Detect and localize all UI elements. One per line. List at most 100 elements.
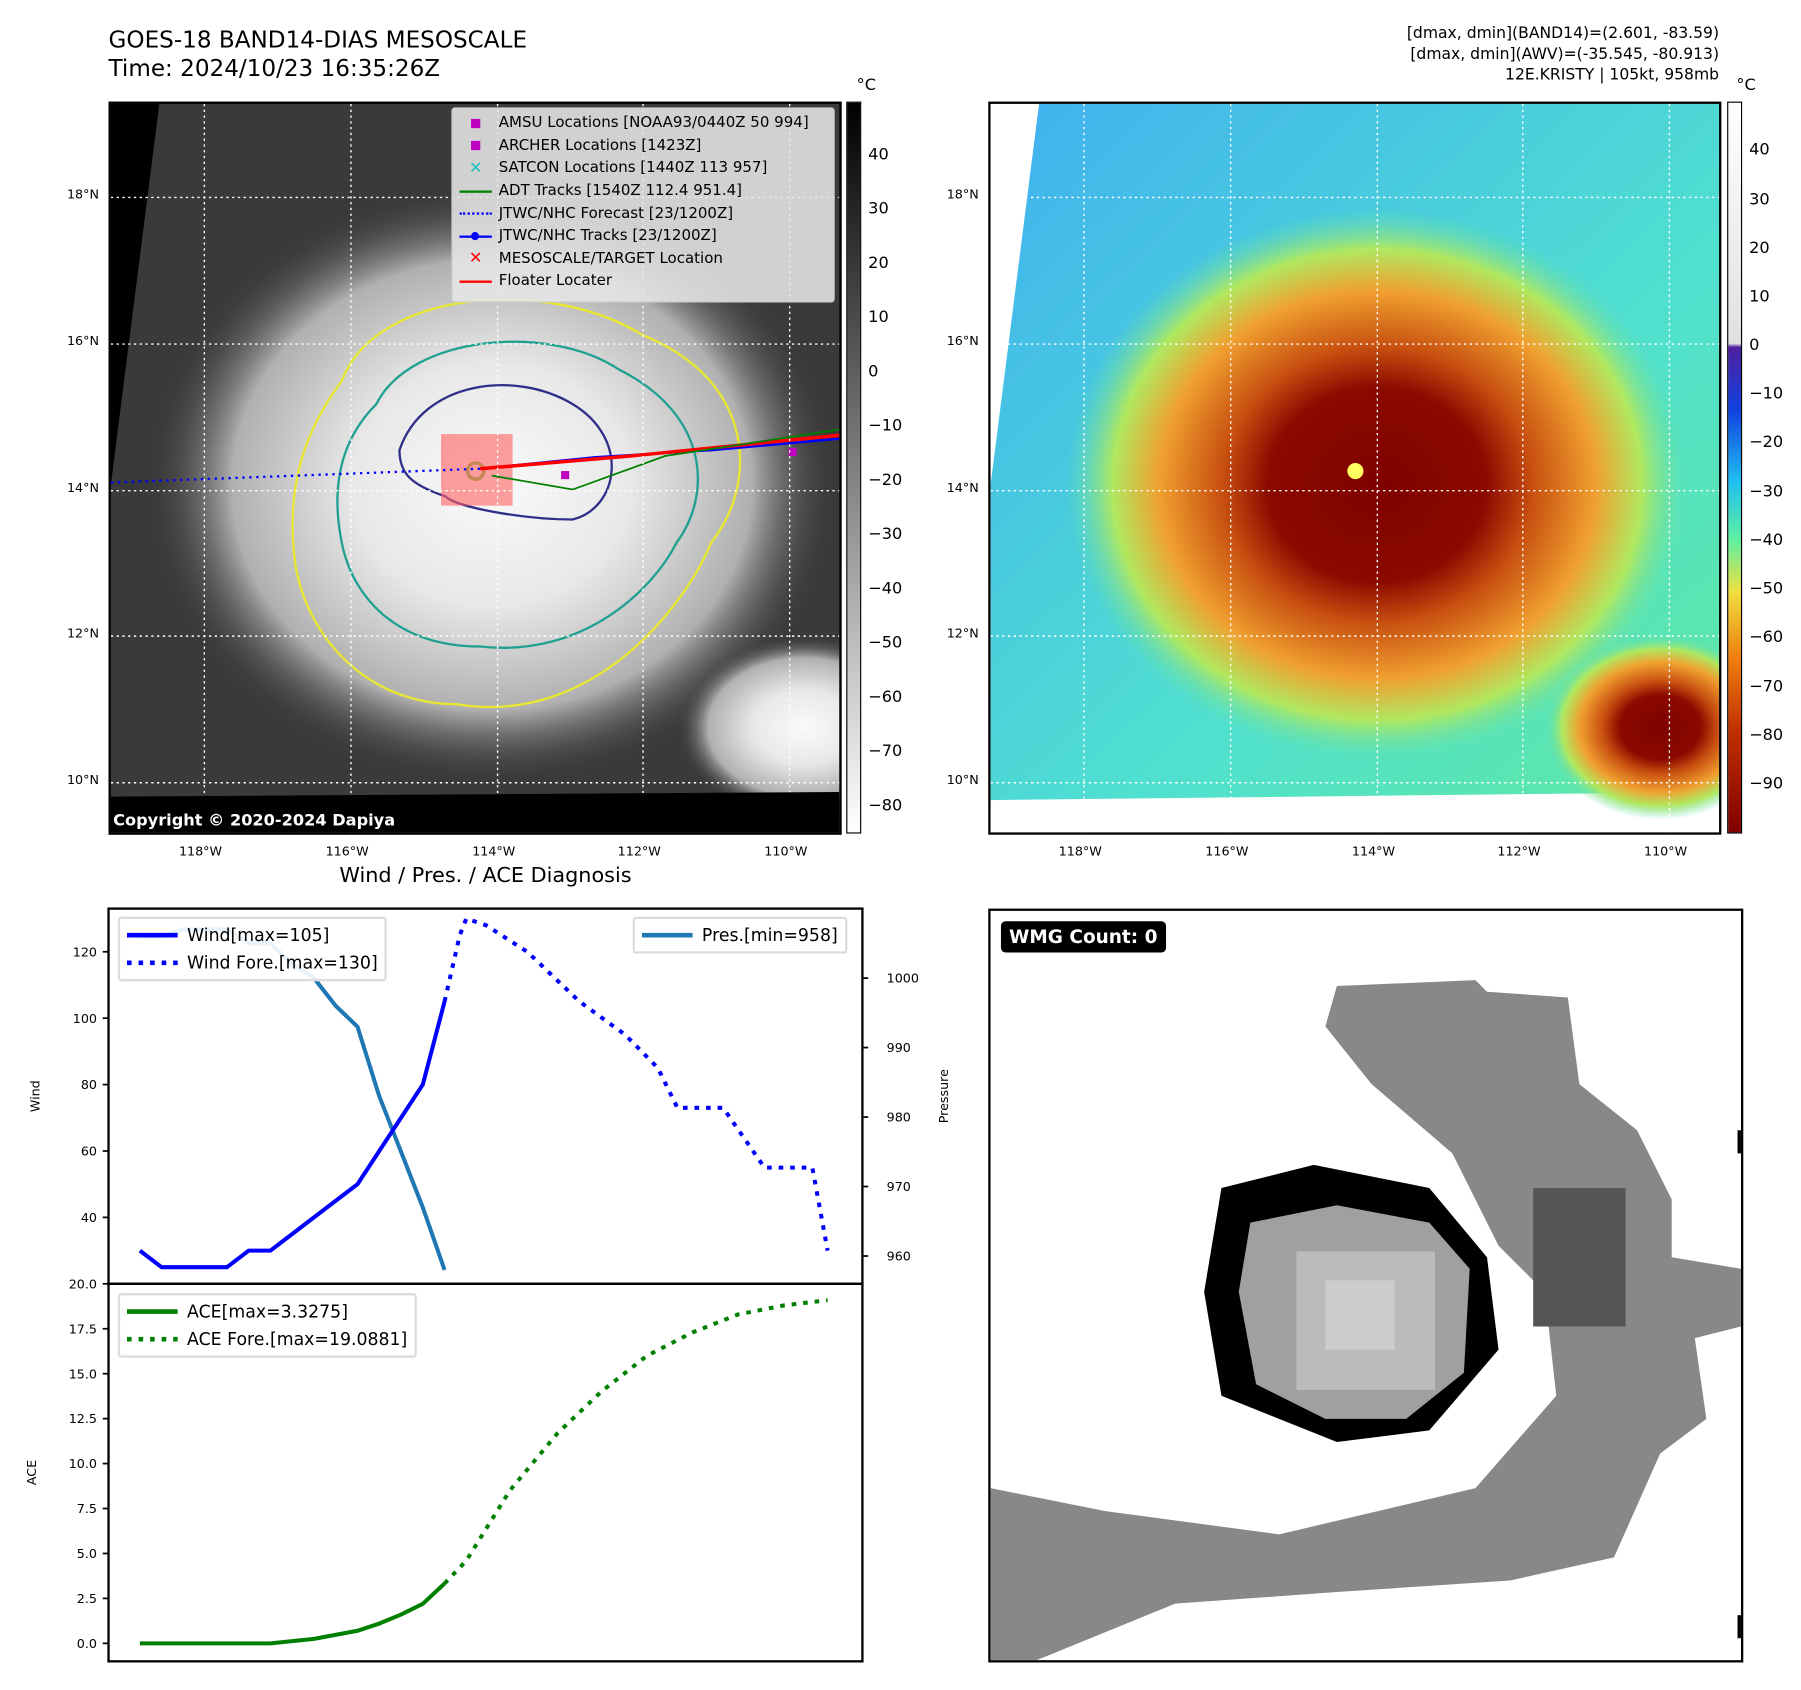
colorbar-tick-label: −30 bbox=[1749, 482, 1784, 502]
colorbar-tick-label: −20 bbox=[868, 471, 903, 490]
longitude-label: 114°W bbox=[472, 843, 516, 859]
legend-label: SATCON Locations [1440Z 113 957] bbox=[498, 159, 768, 178]
legend-item: JTWC/NHC Tracks [23/1200Z] bbox=[453, 225, 834, 248]
pressure-tick-label: 990 bbox=[887, 1040, 911, 1055]
colorbar-tick-label: −70 bbox=[868, 742, 903, 761]
colorbar-tick-label: 0 bbox=[868, 362, 879, 381]
latitude-label: 14°N bbox=[66, 480, 99, 496]
solid-line-icon bbox=[453, 280, 499, 283]
graticule bbox=[990, 103, 1720, 833]
legend-label: ACE[max=3.3275] bbox=[187, 1301, 348, 1322]
colorbar-tick-label: −60 bbox=[868, 688, 903, 707]
figure-title: GOES-18 BAND14-DIAS MESOSCALE Time: 2024… bbox=[109, 25, 528, 83]
stats-block: [dmax, dmin](BAND14)=(2.601, -83.59) [dm… bbox=[1407, 23, 1719, 85]
latitude-label: 14°N bbox=[946, 480, 979, 496]
ace-tick-label: 5.0 bbox=[77, 1546, 97, 1561]
legend-label: ACE Fore.[max=19.0881] bbox=[187, 1328, 408, 1350]
map-legend: AMSU Locations [NOAA93/0440Z 50 994] ARCH… bbox=[451, 107, 835, 303]
legend-item: AMSU Locations [NOAA93/0440Z 50 994] bbox=[453, 112, 834, 135]
legend-label: JTWC/NHC Forecast [23/1200Z] bbox=[498, 205, 734, 223]
longitude-label: 110°W bbox=[1644, 843, 1688, 859]
ace-forecast-line bbox=[443, 1298, 828, 1585]
colorbar-tick-label: −80 bbox=[1749, 726, 1784, 745]
colorbar-tick-label: −30 bbox=[868, 525, 903, 544]
legend-label: ARCHER Locations [1423Z] bbox=[498, 137, 702, 155]
colorbar-tick-label: 20 bbox=[868, 253, 889, 273]
ace-tick-label: 10.0 bbox=[69, 1456, 97, 1471]
pressure-axis-label: Pressure bbox=[936, 1069, 951, 1123]
wind-tick-label: 40 bbox=[81, 1210, 97, 1225]
square-marker-icon bbox=[453, 141, 499, 151]
awv-stats: [dmax, dmin](AWV)=(-35.545, -80.913) bbox=[1410, 45, 1720, 64]
colorbar-unit: °C bbox=[1736, 76, 1756, 95]
colorbar-tick-label: −80 bbox=[868, 796, 903, 816]
colorbar-tick-label: 30 bbox=[868, 199, 889, 219]
ace-tick-label: 7.5 bbox=[77, 1501, 97, 1516]
latitude-label: 16°N bbox=[66, 333, 99, 349]
color-enhanced-colorbar bbox=[1727, 101, 1743, 834]
line-dot-icon bbox=[453, 231, 499, 240]
legend-item: ✕ SATCON Locations [1440Z 113 957] bbox=[453, 157, 834, 180]
longitude-label: 112°W bbox=[617, 843, 661, 859]
wind-tick-label: 60 bbox=[81, 1144, 97, 1159]
colorbar-tick-label: −50 bbox=[868, 633, 903, 653]
legend-label: Pres.[min=958] bbox=[701, 924, 838, 946]
colorbar-tick-label: −90 bbox=[1749, 774, 1784, 794]
dotted-line-icon bbox=[126, 960, 178, 966]
pressure-legend: Pres.[min=958] bbox=[632, 916, 847, 954]
longitude-label: 110°W bbox=[764, 843, 808, 859]
x-marker-icon: ✕ bbox=[468, 159, 483, 178]
dotted-line-icon bbox=[453, 212, 499, 215]
longitude-label: 118°W bbox=[1058, 843, 1102, 859]
colorbar-tick-label: −20 bbox=[1749, 432, 1784, 452]
solid-line-icon bbox=[453, 190, 499, 193]
legend-item: JTWC/NHC Forecast [23/1200Z] bbox=[453, 202, 834, 225]
longitude-label: 118°W bbox=[178, 843, 223, 859]
wind-legend: Wind[max=105] Wind Fore.[max=130] bbox=[117, 916, 387, 982]
legend-label: Wind Fore.[max=130] bbox=[187, 952, 378, 974]
wind-tick-label: 100 bbox=[73, 1011, 97, 1026]
latitude-label: 18°N bbox=[66, 187, 99, 203]
legend-item: ADT Tracks [1540Z 112.4 951.4] bbox=[453, 180, 834, 203]
wind-line bbox=[138, 1001, 447, 1270]
latitude-label: 12°N bbox=[946, 625, 979, 641]
color-imagery bbox=[990, 103, 1720, 833]
colorbar-unit: °C bbox=[856, 76, 877, 95]
colorbar-tick-label: 20 bbox=[1749, 238, 1770, 258]
storm-info: 12E.KRISTY | 105kt, 958mb bbox=[1505, 65, 1720, 85]
colorbar-tick-label: 30 bbox=[1749, 190, 1770, 209]
ace-tick-label: 2.5 bbox=[77, 1591, 97, 1606]
product-title: GOES-18 BAND14-DIAS MESOSCALE bbox=[108, 25, 528, 54]
colorbar-tick-label: 40 bbox=[868, 145, 889, 164]
longitude-label: 116°W bbox=[325, 843, 369, 859]
latitude-label: 10°N bbox=[66, 772, 99, 788]
ace-tick-label: 0.0 bbox=[77, 1636, 97, 1651]
ir-color-enhanced-map bbox=[988, 101, 1722, 835]
pressure-tick-label: 970 bbox=[887, 1179, 911, 1194]
colorbar-tick-label: −40 bbox=[868, 579, 903, 599]
wind-forecast-line bbox=[442, 916, 830, 1251]
ace-tick-label: 17.5 bbox=[69, 1321, 97, 1336]
colorbar-tick-label: 40 bbox=[1749, 140, 1770, 160]
wind-tick-label: 80 bbox=[81, 1077, 97, 1092]
colorbar-tick-label: −40 bbox=[1749, 531, 1784, 550]
wmg-count-badge: WMG Count: 0 bbox=[1000, 921, 1166, 953]
colorbar-tick-label: 10 bbox=[1749, 287, 1770, 306]
ace-axis-label: ACE bbox=[24, 1460, 39, 1485]
pressure-tick-label: 960 bbox=[887, 1249, 911, 1264]
legend-item: ✕ MESOSCALE/TARGET Location bbox=[453, 248, 834, 271]
copyright-text: Copyright © 2020-2024 Dapiya bbox=[113, 811, 396, 831]
legend-label: AMSU Locations [NOAA93/0440Z 50 994] bbox=[498, 114, 809, 132]
legend-item: ARCHER Locations [1423Z] bbox=[453, 135, 834, 158]
band14-stats: [dmax, dmin](BAND14)=(2.601, -83.59) bbox=[1406, 24, 1720, 43]
solid-line-icon bbox=[126, 932, 178, 938]
colorbar-tick-label: 10 bbox=[868, 308, 889, 327]
timestamp: Time: 2024/10/23 16:35:26Z bbox=[108, 54, 441, 82]
pressure-tick-label: 1000 bbox=[887, 971, 919, 986]
solid-line-icon bbox=[641, 932, 693, 938]
latitude-label: 10°N bbox=[946, 772, 979, 788]
ace-tick-label: 15.0 bbox=[69, 1366, 97, 1381]
chart-title: Wind / Pres. / ACE Diagnosis bbox=[339, 863, 632, 888]
ace-line bbox=[139, 1582, 446, 1646]
colorbar-tick-label: −70 bbox=[1749, 677, 1784, 697]
